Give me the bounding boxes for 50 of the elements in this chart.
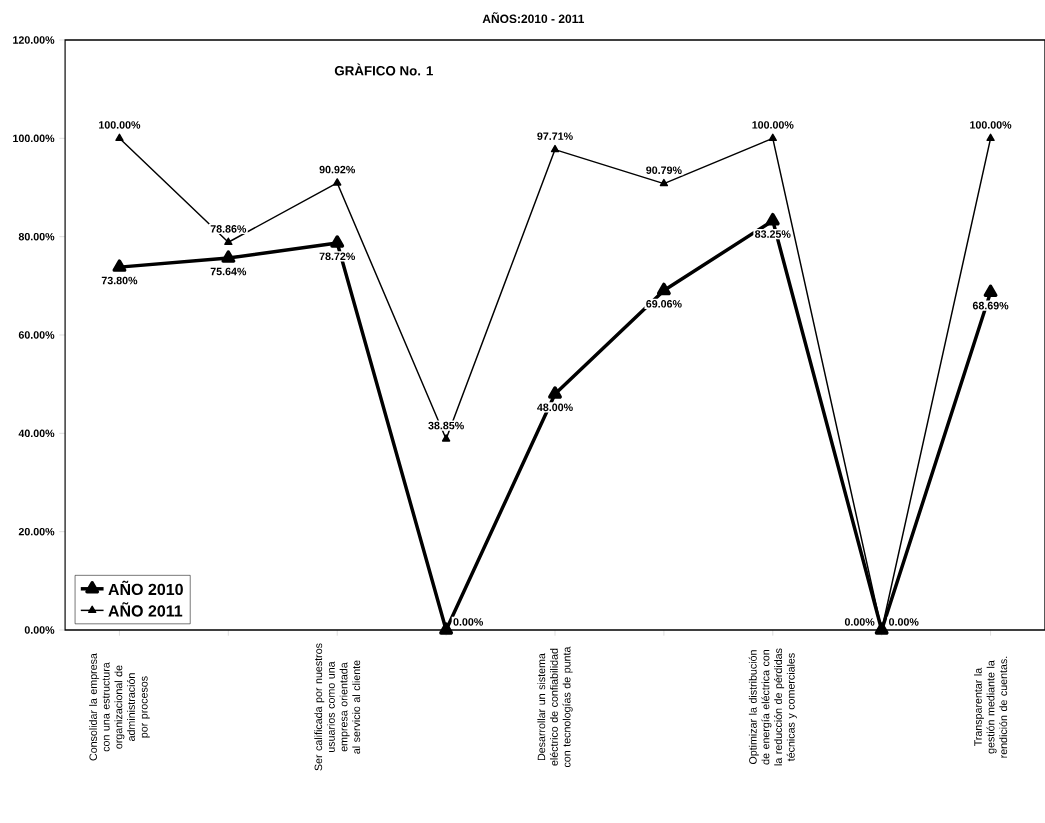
y-tick-label: 80.00% <box>18 232 55 241</box>
data-label: 0.00% <box>453 618 484 626</box>
data-label: 0.00% <box>889 618 919 626</box>
data-label: 0.00% <box>844 618 875 626</box>
x-tick-label: Desarrollar un sistema eléctrico de confiabilidad con tecnologías de punta <box>537 646 573 768</box>
data-label: 100.00% <box>752 121 794 129</box>
annotation: GRÀFICO No. 1 <box>334 63 433 76</box>
point <box>221 250 236 263</box>
x-tick-label: Ser calificada por nuestros usuarios como una empresa orientada al servicio al cliente <box>314 643 361 771</box>
y-tick-label: 20.00% <box>18 527 55 536</box>
y-tick-label: 100.00% <box>13 134 55 143</box>
point <box>330 235 345 248</box>
point <box>441 434 451 442</box>
point <box>656 282 671 296</box>
point <box>768 133 777 142</box>
data-label: 78.86% <box>210 225 247 233</box>
y-tick-label: 120.00% <box>13 36 55 44</box>
y-tick-label: 0.00% <box>24 626 55 634</box>
x-tick-label: Transparentar la gestión mediante la rendición de cuentas. <box>973 656 1008 758</box>
data-label: 100.00% <box>99 121 141 129</box>
point <box>112 259 127 272</box>
point <box>333 178 342 186</box>
data-label: 100.00% <box>970 121 1012 129</box>
point <box>115 133 124 142</box>
chart-title: AÑOS:2010 - 2011 <box>482 12 585 24</box>
data-label: 48.00% <box>537 403 573 412</box>
legend-label: AÑO 2011 <box>108 602 183 617</box>
legend-label: AÑO 2010 <box>108 580 183 596</box>
data-label: 73.80% <box>101 276 138 285</box>
data-label: 83.25% <box>755 230 791 238</box>
point <box>983 284 998 297</box>
data-label: 68.69% <box>972 301 1009 310</box>
data-label: 69.06% <box>646 300 682 308</box>
point <box>224 237 233 245</box>
data-label: 90.79% <box>646 166 682 174</box>
y-tick-label: 40.00% <box>18 429 55 438</box>
point <box>986 133 995 142</box>
data-label: 38.85% <box>428 421 464 430</box>
y-tick-label: 60.00% <box>18 331 55 339</box>
point <box>550 144 560 153</box>
point <box>765 212 780 226</box>
x-tick-label: Optimizar la distribución de energía eléctrica con la reducción de pérdidas técnicas y comerciales <box>748 648 797 766</box>
point <box>548 386 562 399</box>
data-label: 90.92% <box>319 165 356 174</box>
x-tick-label: Consolidar la empresa con una estructura organizacional de administración por procesos <box>89 653 150 761</box>
data-label: 75.64% <box>210 267 247 276</box>
data-label: 97.71% <box>537 132 573 140</box>
point <box>659 178 669 187</box>
data-label: 78.72% <box>319 252 356 261</box>
point <box>439 622 454 635</box>
